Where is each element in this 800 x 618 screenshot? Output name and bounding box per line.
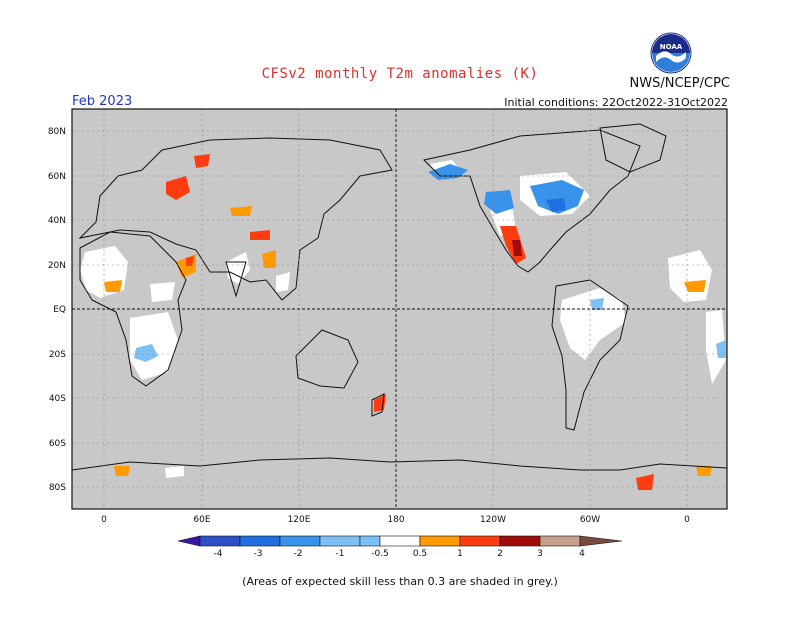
- colorbar-label: -1: [336, 549, 345, 559]
- map-title: CFSv2 monthly T2m anomalies (K): [261, 66, 539, 82]
- colorbar-label: -3: [254, 549, 263, 559]
- colorbar-high-end: [579, 535, 623, 547]
- agency-label: NWS/NCEP/CPC: [629, 76, 730, 91]
- lon-labels: 0 60E 120E 180 120W 60W 0: [101, 515, 690, 525]
- coastlines: [71, 123, 728, 471]
- colorbar-swatch: [319, 535, 361, 547]
- lon-label: 120E: [288, 515, 311, 525]
- colorbar-low-end: [177, 535, 201, 547]
- colorbar-label: 3: [537, 549, 543, 559]
- lat-labels: 80N 60N 40N 20N EQ 20S 40S 60S 80S: [48, 127, 66, 493]
- colorbar-swatch: [379, 535, 421, 547]
- colorbar-swatch: [239, 535, 281, 547]
- lon-label: 180: [387, 515, 404, 525]
- lat-label: 20S: [49, 350, 66, 360]
- lat-label: 40S: [49, 394, 66, 404]
- colorbar-swatch: [499, 535, 541, 547]
- colorbar-swatch: [539, 535, 581, 547]
- colorbar-label: -0.5: [371, 549, 389, 559]
- lon-label: 0: [101, 515, 107, 525]
- lat-label: 60N: [48, 172, 66, 182]
- colorbar-label: 1: [457, 549, 463, 559]
- colorbar-label: -4: [214, 549, 223, 559]
- colorbar-label: 2: [497, 549, 503, 559]
- initial-conditions: Initial conditions: 22Oct2022-31Oct2022: [504, 96, 728, 109]
- lat-label: 60S: [49, 439, 66, 449]
- lat-label: 80S: [49, 483, 66, 493]
- lon-label: 0: [684, 515, 690, 525]
- lon-label: 60E: [193, 515, 210, 525]
- skill-note: (Areas of expected skill less than 0.3 a…: [242, 575, 558, 588]
- colorbar-label: 4: [579, 549, 585, 559]
- lat-label: 40N: [48, 216, 66, 226]
- lon-label: 120W: [480, 515, 506, 525]
- colorbar-swatch: [359, 535, 381, 547]
- map-frame: [71, 108, 728, 510]
- colorbar-label: 0.5: [413, 549, 427, 559]
- cool-anomalies: [134, 164, 726, 362]
- lat-label: 80N: [48, 127, 66, 137]
- colorbar-swatch: [419, 535, 461, 547]
- lat-label: 20N: [48, 261, 66, 271]
- colorbar-swatch: [199, 535, 241, 547]
- noaa-logo-icon: NOAA: [650, 32, 692, 74]
- lat-label: EQ: [53, 305, 66, 315]
- colorbar-labels: -4 -3 -2 -1 -0.5 0.5 1 2 3 4: [214, 549, 586, 559]
- colorbar-swatch: [279, 535, 321, 547]
- lon-label: 60W: [580, 515, 600, 525]
- colorbar: [177, 535, 623, 547]
- colorbar-label: -2: [294, 549, 303, 559]
- forecast-month: Feb 2023: [72, 94, 133, 109]
- svg-text:NOAA: NOAA: [660, 43, 683, 51]
- colorbar-swatch: [459, 535, 501, 547]
